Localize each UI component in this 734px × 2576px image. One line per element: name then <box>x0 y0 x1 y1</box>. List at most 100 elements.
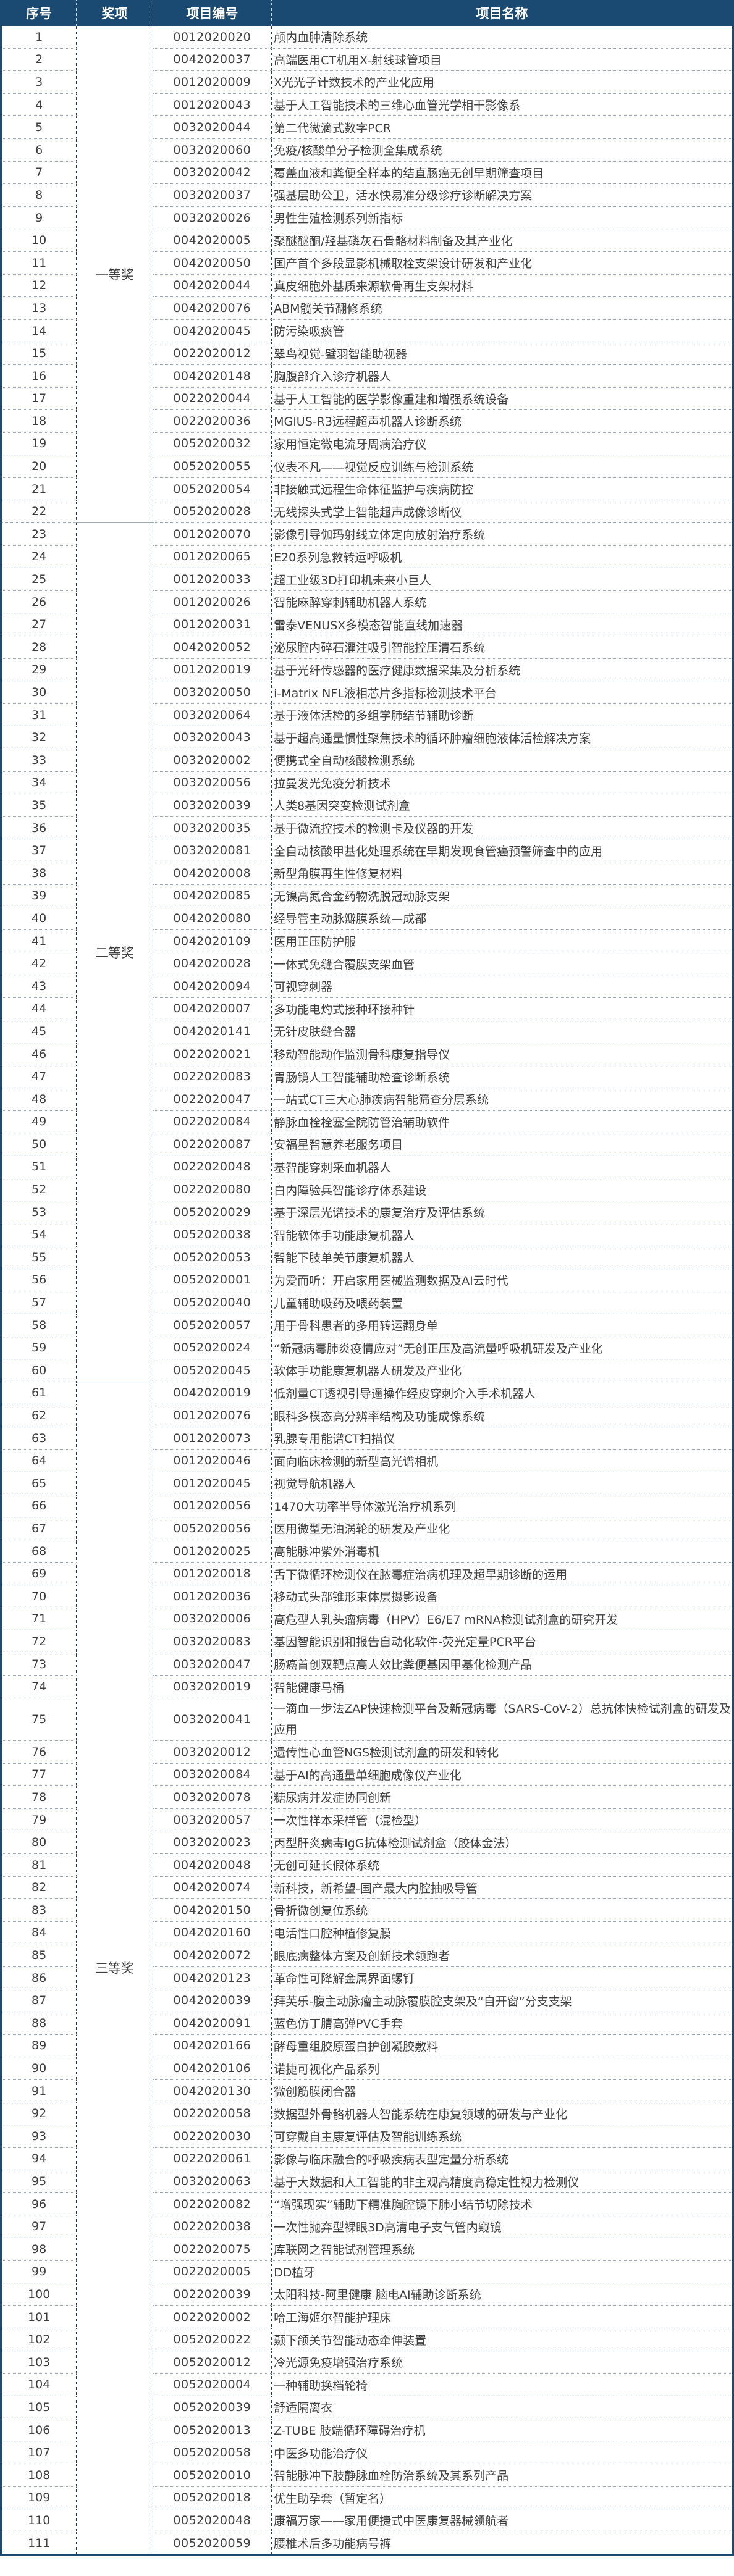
row-index: 9 <box>1 206 77 230</box>
table-row: 101 0022020002 哈工海姬尔智能护理床 <box>1 2305 733 2329</box>
row-index: 84 <box>1 1921 77 1945</box>
table-row: 24 0012020065 E20系列急救转运呼吸机 <box>1 545 733 569</box>
table-row: 52 0022020080 白内障验兵智能诊疗体系建设 <box>1 1178 733 1201</box>
table-row: 89 0042020166 酵母重组胶原蛋白护创凝胶敷料 <box>1 2034 733 2058</box>
row-index: 57 <box>1 1291 77 1314</box>
table-row: 31 0032020064 基于液体活检的多组学肺结节辅助诊断 <box>1 703 733 727</box>
project-name: 一次性样本采样管（混检型） <box>271 1808 733 1832</box>
row-index: 90 <box>1 2057 77 2080</box>
table-row: 98 0022020075 库联网之智能试剂管理系统 <box>1 2238 733 2261</box>
table-row: 91 0042020130 微创筋膜闭合器 <box>1 2079 733 2103</box>
table-row: 45 0042020141 无针皮肤缝合器 <box>1 1020 733 1043</box>
project-code: 0032020056 <box>153 771 272 795</box>
project-code: 0012020043 <box>153 93 272 117</box>
row-index: 44 <box>1 997 77 1021</box>
project-code: 0042020044 <box>153 274 272 298</box>
table-row: 47 0022020083 胃肠镜人工智能辅助检查诊断系统 <box>1 1065 733 1088</box>
project-code: 0032020083 <box>153 1630 272 1653</box>
row-index: 100 <box>1 2283 77 2306</box>
project-name: 软体手功能康复机器人研发及产业化 <box>271 1359 733 1382</box>
project-code: 0042020019 <box>153 1382 272 1405</box>
project-code: 0032020057 <box>153 1808 272 1832</box>
row-index: 49 <box>1 1110 77 1134</box>
project-code: 0042020080 <box>153 907 272 930</box>
project-code: 0052020028 <box>153 500 272 524</box>
project-code: 0052020048 <box>153 2509 272 2532</box>
table-row: 77 0032020084 基于AI的高通量单细胞成像仪产业化 <box>1 1763 733 1787</box>
table-row: 18 0022020036 MGIUS-R3远程超声机器人诊断系统 <box>1 409 733 433</box>
row-index: 91 <box>1 2079 77 2103</box>
project-name: 智能麻醉穿刺辅助机器人系统 <box>271 590 733 614</box>
project-code: 0022020083 <box>153 1065 272 1088</box>
project-code: 0042020039 <box>153 1989 272 2013</box>
project-name: 基于深层光谱技术的康复治疗及评估系统 <box>271 1201 733 1224</box>
project-code: 0052020038 <box>153 1223 272 1247</box>
project-name: 白内障验兵智能诊疗体系建设 <box>271 1178 733 1201</box>
project-code: 0042020072 <box>153 1944 272 1967</box>
table-row: 94 0022020061 影像与临床融合的呼吸疾病表型定量分析系统 <box>1 2147 733 2171</box>
table-row: 30 0032020050 i-Matrix NFL液相芯片多指标检测技术平台 <box>1 681 733 704</box>
project-code: 0022020038 <box>153 2215 272 2238</box>
project-name: 静脉血栓栓塞全院防管治辅助软件 <box>271 1110 733 1134</box>
project-name: 基于大数据和人工智能的非主观高精度高稳定性视力检测仪 <box>271 2170 733 2193</box>
table-row: 34 0032020056 拉曼发光免疫分析技术 <box>1 771 733 795</box>
table-row: 70 0012020036 移动式头部锥形束体层摄影设备 <box>1 1585 733 1608</box>
row-index: 75 <box>1 1698 77 1741</box>
row-index: 93 <box>1 2125 77 2148</box>
project-code: 0052020032 <box>153 432 272 456</box>
row-index: 46 <box>1 1043 77 1066</box>
project-code: 0012020031 <box>153 613 272 637</box>
project-name: 人类8基因突变检测试剂盒 <box>271 794 733 817</box>
table-row: 76 0032020012 遗传性心血管NGS检测试剂盒的研发和转化 <box>1 1740 733 1764</box>
project-name: 移动式头部锥形束体层摄影设备 <box>271 1585 733 1608</box>
project-name: 基智能穿刺采血机器人 <box>271 1156 733 1179</box>
project-name: 库联网之智能试剂管理系统 <box>271 2238 733 2261</box>
table-row: 105 0052020039 舒适隔离衣 <box>1 2396 733 2419</box>
table-row: 72 0032020083 基因智能识别和报告自动化软件-荧光定量PCR平台 <box>1 1630 733 1653</box>
table-row: 111 0052020059 腰椎术后多功能病号裤 <box>1 2532 733 2556</box>
table-row: 100 0022020039 太阳科技-阿里健康 脑电AI辅助诊断系统 <box>1 2283 733 2306</box>
row-index: 22 <box>1 500 77 524</box>
project-name: 一站式CT三大心肺疾病智能筛查分层系统 <box>271 1088 733 1111</box>
row-index: 107 <box>1 2441 77 2464</box>
project-name: i-Matrix NFL液相芯片多指标检测技术平台 <box>271 681 733 704</box>
table-row: 44 0042020007 多功能电灼式接种环接种针 <box>1 997 733 1021</box>
project-name: 腰椎术后多功能病号裤 <box>271 2532 733 2556</box>
row-index: 59 <box>1 1336 77 1360</box>
row-index: 109 <box>1 2486 77 2510</box>
project-name: 拉曼发光免疫分析技术 <box>271 771 733 795</box>
project-code: 0052020012 <box>153 2351 272 2374</box>
project-code: 0012020056 <box>153 1495 272 1518</box>
project-name: 智能健康马桶 <box>271 1675 733 1698</box>
project-name: 为爱而听：开启家用医械监测数据及AI云时代 <box>271 1269 733 1292</box>
row-index: 92 <box>1 2102 77 2126</box>
row-index: 94 <box>1 2147 77 2171</box>
row-index: 83 <box>1 1898 77 1922</box>
table-row: 88 0042020091 蓝色仿丁腈高弹PVC手套 <box>1 2012 733 2035</box>
project-name: 国产首个多段显影机械取栓支架设计研发和产业化 <box>271 251 733 275</box>
row-index: 10 <box>1 229 77 252</box>
row-index: 72 <box>1 1630 77 1653</box>
table-row: 80 0032020023 丙型肝炎病毒IgG抗体检测试剂盒（胶体金法） <box>1 1831 733 1854</box>
row-index: 68 <box>1 1540 77 1563</box>
project-code: 0052020053 <box>153 1246 272 1269</box>
row-index: 14 <box>1 319 77 343</box>
row-index: 16 <box>1 364 77 388</box>
table-row: 75 0032020041 一滴血一步法ZAP快速检测平台及新冠病毒（SARS-Co… <box>1 1698 733 1741</box>
row-index: 37 <box>1 839 77 862</box>
project-code: 0042020130 <box>153 2079 272 2103</box>
project-code: 0052020004 <box>153 2373 272 2397</box>
project-name: 翠鸟视觉-璧羽智能助视器 <box>271 342 733 365</box>
row-index: 66 <box>1 1495 77 1518</box>
project-name: 安福星智慧养老服务项目 <box>271 1133 733 1156</box>
table-row: 10 0042020005 聚醚醚酮/羟基磷灰石骨骼材料制备及其产业化 <box>1 229 733 252</box>
row-index: 85 <box>1 1944 77 1967</box>
project-code: 0032020064 <box>153 703 272 727</box>
project-name: 便携式全自动核酸检测系统 <box>271 749 733 772</box>
project-code: 0042020085 <box>153 884 272 908</box>
project-code: 0042020094 <box>153 975 272 998</box>
row-index: 19 <box>1 432 77 456</box>
table-row: 48 0022020047 一站式CT三大心肺疾病智能筛查分层系统 <box>1 1088 733 1111</box>
project-code: 0052020040 <box>153 1291 272 1314</box>
table-row: 36 0032020035 基于微流控技术的检测卡及仪器的开发 <box>1 816 733 840</box>
